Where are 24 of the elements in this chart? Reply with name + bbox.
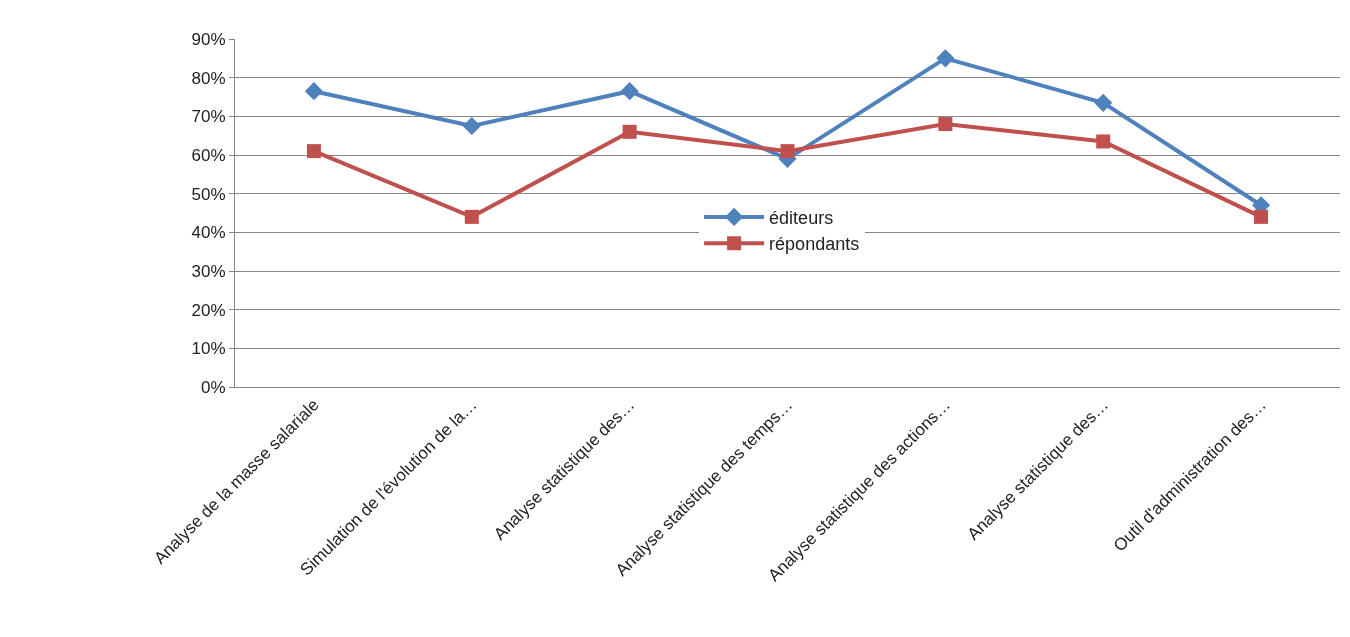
y-tick-label: 80%	[191, 68, 226, 88]
point	[1096, 134, 1111, 149]
y-tick-label: 0%	[201, 377, 226, 397]
point	[304, 82, 324, 101]
point	[938, 117, 953, 132]
point	[780, 144, 795, 159]
legend-label: répondants	[769, 234, 860, 255]
point	[1254, 209, 1269, 224]
y-tick-label: 20%	[191, 300, 226, 320]
point	[306, 144, 321, 159]
y-tick-label: 30%	[191, 261, 226, 281]
point	[936, 49, 955, 68]
y-tick-label: 60%	[191, 145, 226, 165]
y-tick-label: 40%	[191, 223, 226, 243]
legend-label: éditeurs	[769, 207, 834, 228]
y-tick-label: 70%	[191, 107, 226, 127]
point	[462, 116, 481, 136]
y-tick-label: 50%	[191, 184, 226, 204]
point	[620, 82, 639, 101]
point	[622, 124, 637, 139]
point	[1094, 93, 1113, 112]
y-tick-label: 90%	[191, 29, 226, 49]
y-tick-label: 10%	[191, 339, 226, 359]
point	[464, 209, 479, 224]
